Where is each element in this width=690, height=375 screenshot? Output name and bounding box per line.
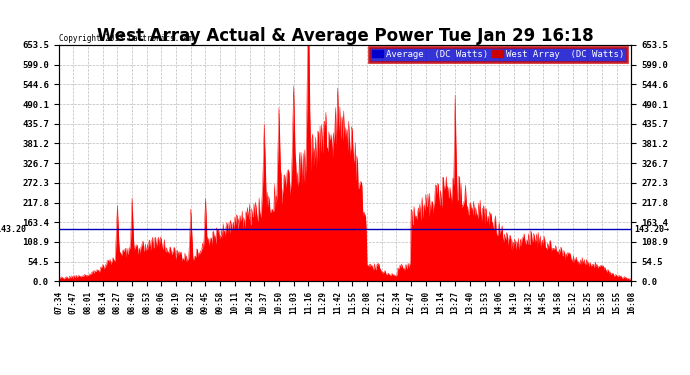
- Title: West Array Actual & Average Power Tue Jan 29 16:18: West Array Actual & Average Power Tue Ja…: [97, 27, 593, 45]
- Text: ←143.20: ←143.20: [0, 225, 27, 234]
- Legend: Average  (DC Watts), West Array  (DC Watts): Average (DC Watts), West Array (DC Watts…: [369, 47, 627, 62]
- Text: Copyright 2013 Cartronics.com: Copyright 2013 Cartronics.com: [59, 34, 193, 43]
- Text: 143.20→: 143.20→: [634, 225, 669, 234]
